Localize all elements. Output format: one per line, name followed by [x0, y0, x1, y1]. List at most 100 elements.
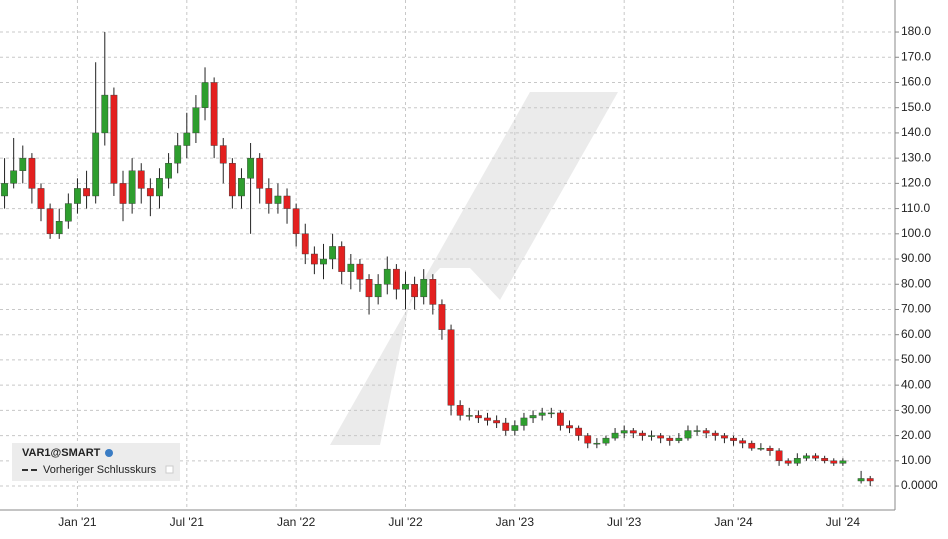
candle-body — [739, 440, 747, 444]
candle-body — [247, 157, 254, 179]
candle-body — [238, 178, 245, 197]
candle-body — [511, 425, 519, 431]
candle-body — [374, 284, 382, 298]
candle-body — [702, 430, 710, 434]
x-tick-label: Jul '21 — [170, 515, 205, 529]
y-tick-label: 110.0 — [901, 201, 930, 215]
candle-body — [347, 263, 355, 272]
x-tick-label: Jul '22 — [388, 515, 423, 529]
candle-body — [730, 437, 737, 441]
tick-labels: 0.0000 10.00 20.00 30.00 40.00 50.00 60.00 70.0… — [58, 24, 938, 529]
candle-body — [447, 329, 455, 406]
candle-body — [402, 284, 409, 290]
candle-body — [557, 412, 564, 426]
x-tick-label: Jan '24 — [714, 515, 753, 529]
candle-body — [830, 460, 838, 464]
candle-body — [784, 460, 792, 464]
candle-body — [839, 460, 847, 464]
candle-body — [101, 94, 109, 134]
legend-box — [165, 465, 174, 474]
candle-body — [74, 188, 81, 204]
candle-body — [228, 162, 236, 197]
x-tick-label: Jul '24 — [826, 515, 861, 529]
candle-body — [55, 221, 63, 235]
candle-body — [128, 170, 136, 204]
y-tick-label: 100.0 — [901, 226, 931, 240]
candle-body — [365, 279, 373, 298]
candle-body — [611, 432, 619, 439]
y-tick-label: 180.0 — [901, 24, 931, 38]
candle-body — [37, 188, 45, 209]
candle-body — [292, 208, 300, 235]
candle-body — [593, 442, 601, 445]
candle-body — [475, 415, 482, 419]
y-tick-label: 70.00 — [901, 302, 931, 316]
candle-body — [602, 437, 610, 444]
y-tick-label: 0.0000 — [901, 478, 938, 492]
candle-body — [675, 437, 683, 441]
candle-body — [356, 263, 364, 280]
candle-body — [429, 279, 437, 305]
candle-body — [803, 455, 810, 459]
candle-body — [866, 478, 874, 482]
candle-body — [383, 268, 391, 285]
candle-body — [183, 132, 191, 146]
candle-body — [465, 415, 473, 417]
candle-body — [201, 82, 209, 108]
candle-body — [639, 432, 646, 436]
candle-body — [629, 430, 637, 434]
y-tick-label: 40.00 — [901, 377, 931, 391]
candle-body — [174, 145, 182, 164]
candle-body — [320, 258, 327, 265]
candle-body — [338, 246, 346, 272]
candle-body — [693, 430, 701, 432]
candle-body — [775, 450, 783, 462]
candle-body — [520, 417, 528, 426]
candle-body — [119, 183, 127, 204]
y-tick-label: 60.00 — [901, 327, 931, 341]
candle-body — [493, 420, 501, 424]
candle-body — [192, 107, 200, 134]
candle-body — [438, 304, 446, 330]
watermark — [330, 92, 618, 445]
candle-body — [648, 435, 655, 437]
candle-body — [566, 425, 573, 429]
y-tick-label: 20.00 — [901, 428, 931, 442]
candle-body — [538, 412, 546, 416]
candle-body — [10, 170, 18, 184]
candle-body — [64, 203, 72, 222]
y-tick-label: 30.00 — [901, 403, 931, 417]
candle-body — [721, 435, 728, 439]
candle-body — [1, 183, 8, 197]
candle-body — [110, 94, 118, 184]
y-tick-label: 10.00 — [901, 453, 931, 467]
candle-body — [821, 458, 829, 462]
x-tick-label: Jan '22 — [277, 515, 316, 529]
candle-body — [575, 427, 583, 436]
legend-icon — [105, 449, 113, 457]
candles — [1, 32, 874, 487]
candle-body — [857, 478, 865, 482]
candle-body — [666, 437, 674, 441]
candle-body — [757, 448, 765, 450]
grid — [0, 0, 893, 510]
candle-body — [28, 157, 36, 189]
candle-body — [529, 415, 537, 419]
candle-body — [83, 188, 90, 197]
candle-body — [165, 162, 172, 179]
candle-body — [137, 170, 145, 189]
candle-body — [210, 82, 218, 146]
y-tick-label: 90.00 — [901, 251, 931, 265]
candle-body — [547, 412, 555, 415]
candle-body — [283, 195, 291, 209]
y-tick-label: 150.0 — [901, 100, 931, 114]
legend — [12, 443, 180, 481]
candle-body — [301, 233, 309, 255]
y-tick-label: 80.00 — [901, 276, 931, 290]
candle-body — [92, 132, 100, 197]
y-tick-label: 170.0 — [901, 49, 931, 63]
candle-body — [711, 432, 719, 436]
candle-body — [265, 188, 273, 204]
candle-body — [392, 268, 400, 290]
candle-body — [329, 246, 336, 260]
